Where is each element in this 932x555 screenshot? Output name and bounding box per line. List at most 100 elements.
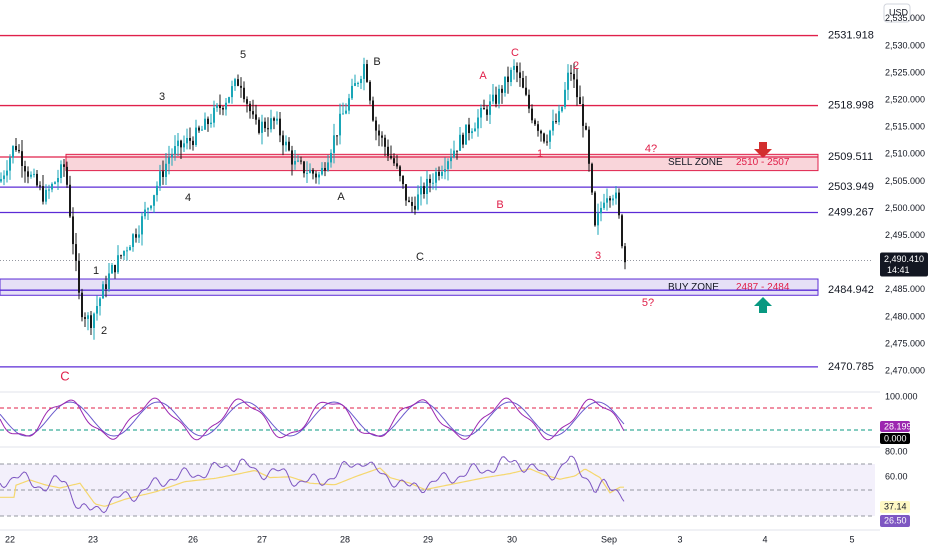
stoch-k-label: 28.199 xyxy=(884,421,912,431)
candle-body xyxy=(513,65,515,70)
candle-body xyxy=(330,152,332,163)
price-tick-label: 2,525.000 xyxy=(885,67,925,77)
candle-body xyxy=(486,109,488,115)
candle-body xyxy=(204,118,206,130)
candle-body xyxy=(24,166,26,172)
candle-body xyxy=(159,171,161,186)
candle-body xyxy=(387,146,389,156)
candle-body xyxy=(54,182,56,184)
price-tick-label: 2,510.000 xyxy=(885,149,925,159)
candle-body xyxy=(216,105,218,108)
level-label: 2503.949 xyxy=(828,181,874,193)
candle-body xyxy=(483,108,485,110)
wave-label: 1 xyxy=(537,148,543,160)
rsi-ma-line xyxy=(0,467,624,507)
candle-body xyxy=(468,124,470,134)
candle-body xyxy=(69,184,71,217)
candle-body xyxy=(273,118,275,121)
buy-zone-range: 2487 - 2484 xyxy=(736,282,790,293)
currency-button[interactable] xyxy=(883,3,911,23)
price-tick-label: 2,495.000 xyxy=(885,230,925,240)
candle-body xyxy=(93,313,95,328)
sell-zone-label: SELL ZONE xyxy=(668,157,723,168)
candle-body xyxy=(249,103,251,112)
candle-body xyxy=(243,87,245,100)
wave-label: 5? xyxy=(642,297,654,309)
candle-body xyxy=(297,160,299,162)
candle-body xyxy=(351,85,353,99)
candle-body xyxy=(258,119,260,133)
candle-body xyxy=(456,150,458,152)
candle-body xyxy=(516,65,518,73)
candle-body xyxy=(225,102,227,110)
candle-body xyxy=(0,179,2,182)
candle-body xyxy=(504,76,506,93)
candle-body xyxy=(453,150,455,158)
candle-body xyxy=(375,120,377,131)
candle-body xyxy=(369,81,371,101)
candle-body xyxy=(195,127,197,146)
candle-body xyxy=(537,124,539,131)
candle-body xyxy=(120,255,122,257)
candle-body xyxy=(327,162,329,171)
price-tick-label: 2,535.000 xyxy=(885,13,925,23)
candle-body xyxy=(549,130,551,142)
price-tick-label: 2,470.000 xyxy=(885,366,925,376)
candle-body xyxy=(312,169,314,174)
time-tick-label: 28 xyxy=(340,534,350,544)
rsi-ma-label: 37.14 xyxy=(884,501,907,511)
candle-body xyxy=(450,157,452,162)
level-label: 2509.511 xyxy=(828,151,873,163)
candle-body xyxy=(138,234,140,238)
candle-body xyxy=(585,125,587,130)
candle-body xyxy=(48,189,50,191)
candle-body xyxy=(45,189,47,202)
candle-body xyxy=(267,128,269,130)
candle-body xyxy=(3,175,5,180)
candle-body xyxy=(189,137,191,141)
candle-body xyxy=(255,114,257,120)
candle-body xyxy=(87,315,89,319)
price-tick-label: 2,480.000 xyxy=(885,311,925,321)
candle-body xyxy=(114,264,116,273)
candle-body xyxy=(363,64,365,79)
stoch-tick-label: 100.000 xyxy=(885,391,918,401)
candle-body xyxy=(567,72,569,90)
candle-body xyxy=(321,167,323,175)
candle-body xyxy=(252,111,254,115)
candle-body xyxy=(186,137,188,144)
candle-body xyxy=(510,69,512,83)
wave-label: B xyxy=(373,56,380,68)
candle-body xyxy=(480,108,482,118)
candle-body xyxy=(489,101,491,115)
wave-label: 1 xyxy=(93,265,99,277)
price-tick-label: 2,500.000 xyxy=(885,203,925,213)
candle-body xyxy=(111,264,113,274)
candle-body xyxy=(492,94,494,102)
candle-body xyxy=(582,104,584,126)
candle-body xyxy=(435,171,437,183)
candle-body xyxy=(564,89,566,107)
candle-body xyxy=(318,174,320,178)
sell-zone-range: 2510 - 2507 xyxy=(736,157,790,168)
candle-body xyxy=(132,234,134,247)
candle-body xyxy=(237,79,239,86)
candle-body xyxy=(423,186,425,194)
candle-body xyxy=(27,171,29,177)
level-label: 2499.267 xyxy=(828,206,874,218)
candle-body xyxy=(309,169,311,173)
candle-body xyxy=(600,207,602,214)
wave-label: C xyxy=(60,368,69,383)
candle-body xyxy=(429,178,431,183)
candle-body xyxy=(270,118,272,130)
candle-body xyxy=(540,130,542,134)
candle-body xyxy=(117,255,119,273)
candle-body xyxy=(15,146,17,150)
candle-body xyxy=(558,111,560,123)
candle-body xyxy=(405,184,407,201)
candle-body xyxy=(234,79,236,87)
candle-body xyxy=(612,198,614,201)
time-tick-label: 23 xyxy=(88,534,98,544)
